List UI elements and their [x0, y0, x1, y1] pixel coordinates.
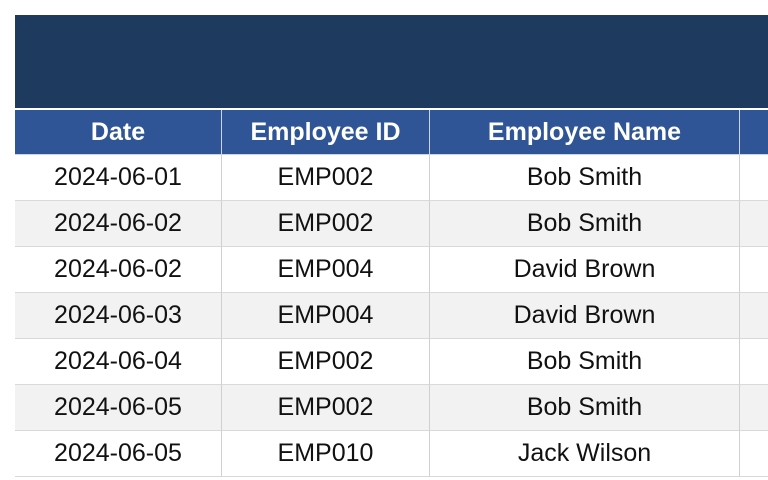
table-cell: Bob Smith: [430, 201, 740, 247]
table-cell: Bob Smith: [430, 339, 740, 385]
table-cell: 2024-06-05: [15, 431, 222, 477]
header-cell: Employee ID: [222, 110, 430, 155]
table-cell: 2024-06-03: [15, 293, 222, 339]
table-cell: EMP004: [222, 293, 430, 339]
header-cell: Employee Name: [430, 110, 740, 155]
table-cell: [740, 385, 768, 431]
table-cell: David Brown: [430, 247, 740, 293]
table-cell: Bob Smith: [430, 385, 740, 431]
table-cell: 2024-06-04: [15, 339, 222, 385]
table-cell: David Brown: [430, 293, 740, 339]
table-cell: 2024-06-05: [15, 385, 222, 431]
table-cell: EMP002: [222, 339, 430, 385]
table-cell: [740, 247, 768, 293]
table-cell: [740, 155, 768, 201]
table-cell: 2024-06-02: [15, 201, 222, 247]
table-cell: [740, 431, 768, 477]
table-cell: [740, 293, 768, 339]
table-cell: Bob Smith: [430, 155, 740, 201]
header-cell: Date: [15, 110, 222, 155]
table-cell: 2024-06-02: [15, 247, 222, 293]
table-cell: [740, 201, 768, 247]
table-cell: Jack Wilson: [430, 431, 740, 477]
table-cell: EMP002: [222, 155, 430, 201]
table-cell: 2024-06-01: [15, 155, 222, 201]
header-cell: [740, 110, 768, 155]
table-cell: EMP004: [222, 247, 430, 293]
table-cell: [740, 339, 768, 385]
title-banner: [15, 15, 768, 108]
table-cell: EMP002: [222, 385, 430, 431]
table-cell: EMP002: [222, 201, 430, 247]
table-cell: EMP010: [222, 431, 430, 477]
